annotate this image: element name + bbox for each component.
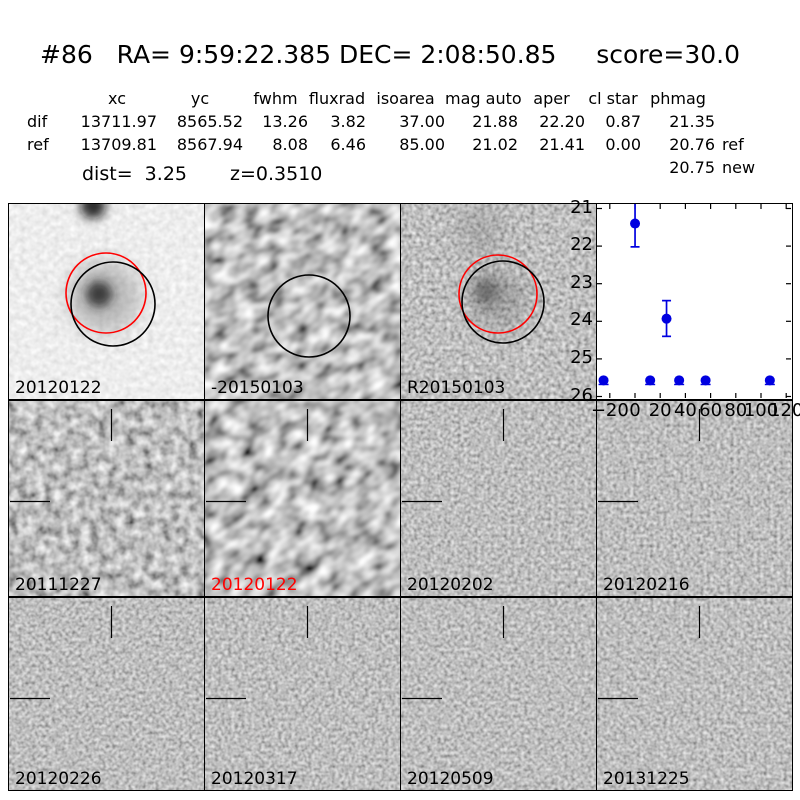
new-suffix: new	[722, 158, 756, 177]
redshift-value: z=0.3510	[230, 163, 323, 185]
col-cl-star: cl star	[588, 89, 638, 108]
cutout-epoch-4: 20120216	[596, 400, 793, 597]
ref-fwhm: 8.08	[272, 135, 308, 154]
source-blob	[470, 271, 526, 327]
col-mag-auto: mag auto	[445, 89, 522, 108]
ref-aper: 21.41	[539, 135, 585, 154]
upper-limit-point	[674, 375, 685, 386]
y-tick-label: 26	[570, 384, 593, 406]
header-spacer	[24, 89, 77, 109]
source-blob	[80, 204, 106, 219]
dif-xc: 13711.97	[80, 112, 157, 131]
cutout-epoch-5: 20120226	[8, 597, 205, 791]
y-tick-label: 22	[570, 234, 593, 256]
dif-row-label: dif	[27, 112, 48, 131]
dif-mag-auto: 21.88	[472, 112, 518, 131]
cutout-date-label: 20120216	[603, 575, 690, 595]
x-tick-label: 120	[769, 400, 800, 421]
dif-yc: 8565.52	[176, 112, 243, 131]
col-fwhm: fwhm	[253, 89, 298, 108]
col-xc: xc	[108, 89, 126, 108]
cutout-date-label: 20120509	[407, 769, 494, 789]
cutout-epoch-7: 20120509	[400, 597, 597, 791]
source-blob	[457, 208, 505, 256]
target-circle-red	[65, 252, 147, 334]
dif-aper: 22.20	[539, 112, 585, 131]
light-curve-canvas	[597, 204, 791, 398]
table-row-dif: dif 13711.97 8565.52 13.26 3.82 37.00 21…	[24, 112, 785, 132]
cutout-epoch-1: 20111227	[8, 400, 205, 597]
y-tick-label: 23	[570, 271, 593, 293]
ref-isoarea: 85.00	[399, 135, 445, 154]
table-row-new-phmag: 20.75 new	[24, 158, 785, 178]
ref-fluxrad: 6.46	[330, 135, 366, 154]
cutout-ref-image: R20150103	[400, 203, 597, 400]
target-circle-black	[267, 274, 351, 358]
y-tick-label: 24	[570, 309, 593, 331]
ref-phmag: 20.76	[669, 135, 715, 154]
col-isoarea: isoarea	[376, 89, 435, 108]
upper-limit-point	[764, 375, 775, 386]
photometry-point	[630, 218, 641, 229]
x-tick-label: 40	[673, 400, 697, 421]
cutout-date-label: 20120317	[211, 769, 298, 789]
x-tick-label: −20	[590, 400, 629, 421]
upper-limit-point	[700, 375, 711, 386]
table-header-row: xc yc fwhm fluxrad isoarea mag auto aper…	[24, 89, 785, 109]
y-tick-label: 21	[570, 196, 593, 218]
ref-row-label: ref	[27, 135, 49, 154]
cutout-epoch-8: 20131225	[596, 597, 793, 791]
ref-cl-star: 0.00	[605, 135, 641, 154]
col-yc: yc	[190, 89, 210, 108]
y-tick-label: 25	[570, 346, 593, 368]
dist-value: dist= 3.25	[82, 163, 187, 185]
photometry-point	[661, 313, 672, 324]
cutout-epoch-2-detection: 20120122	[204, 400, 401, 597]
dif-cl-star: 0.87	[605, 112, 641, 131]
cutout-date-label: 20120122	[211, 575, 298, 595]
dif-suffix	[715, 112, 785, 132]
col-aper: aper	[533, 89, 570, 108]
page-title: #86 RA= 9:59:22.385 DEC= 2:08:50.85 scor…	[40, 40, 740, 69]
dif-phmag: 21.35	[669, 112, 715, 131]
target-circle-black	[70, 261, 156, 347]
target-circle-red	[458, 254, 538, 334]
dif-fluxrad: 3.82	[330, 112, 366, 131]
cutout-epoch-6: 20120317	[204, 597, 401, 791]
cutout-date-label: 20120202	[407, 575, 494, 595]
cutout-date-label: 20120226	[15, 769, 102, 789]
dif-isoarea: 37.00	[399, 112, 445, 131]
col-phmag: phmag	[650, 89, 706, 108]
ref-suffix: ref	[722, 135, 744, 154]
cutout-date-label: 20111227	[15, 575, 102, 595]
ref-yc: 8567.94	[176, 135, 243, 154]
upper-limit-point	[645, 375, 656, 386]
dif-fwhm: 13.26	[262, 112, 308, 131]
header-suffix-spacer	[715, 89, 785, 109]
x-tick-label: 80	[724, 400, 748, 421]
cutout-date-label: 20131225	[603, 769, 690, 789]
source-blob	[86, 281, 112, 307]
ref-xc: 13709.81	[80, 135, 157, 154]
cutout-diff-image: -20150103	[204, 203, 401, 400]
target-circle-black	[461, 260, 545, 344]
cutout-new-image: 20120122	[8, 203, 205, 400]
cutout-date-label: 20120122	[15, 378, 102, 398]
cutout-date-label: R20150103	[407, 378, 506, 398]
cutout-date-label: -20150103	[211, 378, 304, 398]
new-phmag: 20.75	[669, 158, 715, 177]
light-curve-plot: −20 0 20 40 60 80 100 120 21 22 23 24 25 26	[570, 198, 800, 421]
upper-limit-point	[598, 375, 609, 386]
col-fluxrad: fluxrad	[308, 89, 366, 108]
x-tick-label: 0	[629, 400, 641, 421]
table-row-ref: ref 13709.81 8567.94 8.08 6.46 85.00 21.…	[24, 135, 785, 155]
x-tick-label: 20	[648, 400, 672, 421]
cutout-epoch-3: 20120202	[400, 400, 597, 597]
x-tick-label: 100	[743, 400, 779, 421]
x-tick-label: 60	[699, 400, 723, 421]
ref-mag-auto: 21.02	[472, 135, 518, 154]
